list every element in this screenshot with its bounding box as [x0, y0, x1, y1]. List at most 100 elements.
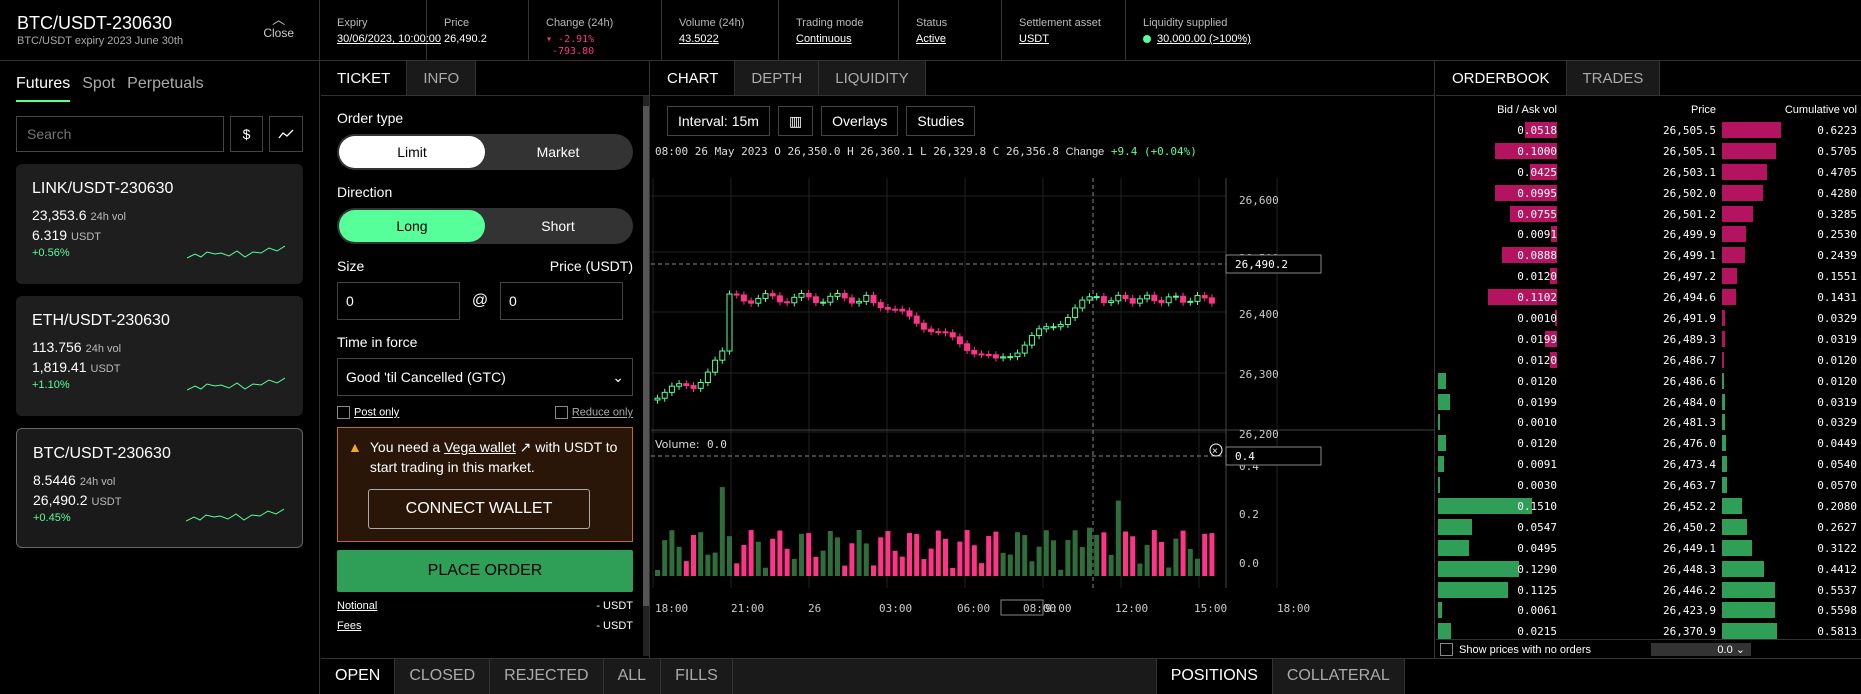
orderbook-row[interactable]: 0.0755 26,501.2 0.3285	[1436, 204, 1861, 225]
orderbook-row[interactable]: 0.0030 26,463.7 0.0570	[1436, 475, 1861, 496]
volume-bar	[1115, 500, 1121, 576]
tab-chart[interactable]: CHART	[651, 61, 736, 95]
tab-closed[interactable]: CLOSED	[395, 659, 491, 694]
vega-wallet-link[interactable]: Vega wallet	[444, 439, 516, 455]
orderbook-row[interactable]: 0.0518 26,505.5 0.6223	[1436, 120, 1861, 141]
orderbook-row[interactable]: 0.0061 26,423.9 0.5598	[1436, 600, 1861, 621]
price-input[interactable]: 0	[500, 282, 623, 320]
size-input[interactable]: 0	[337, 282, 460, 320]
market-card-change: +0.56%	[32, 247, 70, 259]
orderbook-row[interactable]: 0.0120 26,476.0 0.0449	[1436, 433, 1861, 454]
tab-orderbook[interactable]: ORDERBOOK	[1436, 61, 1567, 95]
cumulative-header: Cumulative vol	[1784, 104, 1857, 116]
studies-button[interactable]: Studies	[906, 106, 976, 136]
search-input[interactable]	[16, 116, 224, 152]
candle	[1129, 297, 1136, 304]
tab-collateral[interactable]: COLLATERAL	[1272, 659, 1405, 694]
order-cumulative: 0.0319	[1817, 332, 1857, 346]
orderbook-row[interactable]: 0.0010 26,491.9 0.0329	[1436, 308, 1861, 329]
resolution-select[interactable]: 0.0 ⌄	[1651, 643, 1751, 656]
orderbook-row[interactable]: 0.1125 26,446.2 0.5537	[1436, 580, 1861, 601]
tab-positions[interactable]: POSITIONS	[1156, 659, 1273, 694]
market-card[interactable]: BTC/USDT-230630 8.5446 24h vol 26,490.2 US…	[16, 428, 303, 548]
market-card[interactable]: ETH/USDT-230630 113.756 24h vol 1,819.41 U…	[16, 296, 303, 416]
tab-rejected[interactable]: REJECTED	[490, 659, 604, 694]
stat-trading-mode: Trading mode Continuous	[779, 0, 899, 60]
chart-type-icon[interactable]: ▥	[777, 106, 814, 136]
orderbook-row[interactable]: 0.1102 26,494.6 0.1431	[1436, 287, 1861, 308]
candle	[935, 331, 942, 334]
order-cumulative: 0.0319	[1817, 395, 1857, 409]
candle	[776, 295, 783, 303]
show-prices-checkbox[interactable]	[1440, 643, 1453, 656]
tab-open[interactable]: OPEN	[321, 659, 396, 694]
orderbook-row[interactable]: 0.0091 26,473.4 0.0540	[1436, 454, 1861, 475]
tab-liquidity[interactable]: LIQUIDITY	[819, 61, 926, 95]
market-selector[interactable]: BTC/USDT-230630 BTC/USDT expiry 2023 Jun…	[0, 0, 320, 60]
volume-bar	[755, 541, 761, 576]
volume-bar	[1036, 546, 1042, 576]
order-price: 26,486.7	[1663, 353, 1716, 367]
ticket-scrollbar[interactable]	[643, 96, 649, 656]
volume-tag: 0.4	[1235, 450, 1255, 463]
market-card[interactable]: LINK/USDT-230630 23,353.6 24h vol 6.319 US…	[16, 164, 303, 284]
orderbook-row[interactable]: 0.1000 26,505.1 0.5705	[1436, 141, 1861, 162]
orderbook-row[interactable]: 0.0199 26,484.0 0.0319	[1436, 392, 1861, 413]
volume-bar	[676, 546, 682, 576]
orderbook-row[interactable]: 0.0091 26,499.9 0.2530	[1436, 224, 1861, 245]
volume-bar	[799, 533, 804, 576]
order-volume: 0.0547	[1517, 520, 1557, 534]
tab-fills[interactable]: FILLS	[661, 659, 733, 694]
interval-button[interactable]: Interval: 15m	[667, 106, 770, 136]
candle	[719, 350, 726, 361]
orderbook-row[interactable]: 0.0120 26,486.6 0.0120	[1436, 371, 1861, 392]
overlays-button[interactable]: Overlays	[821, 106, 899, 136]
place-order-button[interactable]: PLACE ORDER	[337, 550, 633, 592]
order-volume: 0.0091	[1517, 458, 1557, 472]
reduce-only-checkbox[interactable]: Reduce only	[554, 406, 633, 419]
orderbook-row[interactable]: 0.0120 26,486.7 0.0120	[1436, 350, 1861, 371]
short-toggle[interactable]: Short	[541, 218, 575, 234]
tab-trades[interactable]: TRADES	[1566, 61, 1661, 95]
order-cumulative: 0.1551	[1817, 270, 1857, 284]
orderbook-row[interactable]: 0.0120 26,497.2 0.1551	[1436, 266, 1861, 287]
tab-ticket[interactable]: TICKET	[321, 61, 408, 95]
orderbook-row[interactable]: 0.1510 26,452.2 0.2080	[1436, 496, 1861, 517]
orderbook-row[interactable]: 0.0547 26,450.2 0.2627	[1436, 517, 1861, 538]
tab-info[interactable]: INFO	[407, 61, 477, 95]
tab-perpetuals[interactable]: Perpetuals	[127, 75, 204, 92]
volume-bar	[971, 545, 977, 576]
orderbook-row[interactable]: 0.0995 26,502.0 0.4280	[1436, 183, 1861, 204]
orderbook-row[interactable]: 0.0425 26,503.1 0.4705	[1436, 162, 1861, 183]
orderbook-row[interactable]: 0.0199 26,489.3 0.0319	[1436, 329, 1861, 350]
volume-bar	[770, 538, 776, 576]
close-button[interactable]: ︿ Close	[263, 12, 294, 40]
trend-icon[interactable]	[269, 116, 304, 152]
dollar-filter-button[interactable]: $	[229, 116, 264, 152]
tif-select[interactable]: Good 'til Cancelled (GTC) ⌄	[337, 358, 633, 396]
tab-futures[interactable]: Futures	[16, 75, 71, 102]
orderbook-row[interactable]: 0.0215 26,370.9 0.5813	[1436, 621, 1861, 642]
volume-bar	[921, 559, 927, 576]
tab-spot[interactable]: Spot	[82, 75, 116, 92]
tab-all[interactable]: ALL	[603, 659, 662, 694]
market-toggle[interactable]: Market	[536, 144, 580, 160]
stat-liquidity[interactable]: Liquidity supplied 30,000.00 (>100%)	[1143, 17, 1251, 45]
sparkline	[186, 508, 284, 522]
candle	[913, 315, 920, 324]
tab-depth[interactable]: DEPTH	[735, 61, 820, 95]
order-cumulative: 0.2080	[1817, 500, 1857, 514]
volume-bar	[1087, 527, 1092, 576]
orderbook-row[interactable]: 0.1290 26,448.3 0.4412	[1436, 559, 1861, 580]
candlestick-chart[interactable]: 26,60026,50026,40026,30026,2000.40.20.0V…	[651, 158, 1435, 620]
orderbook-row[interactable]: 0.0888 26,499.1 0.2439	[1436, 245, 1861, 266]
orderbook-row[interactable]: 0.0495 26,449.1 0.3122	[1436, 538, 1861, 559]
status-dot-icon	[1143, 35, 1151, 44]
limit-toggle[interactable]: Limit	[339, 136, 485, 168]
stat-settlement-asset[interactable]: Settlement asset USDT	[1002, 0, 1126, 60]
long-toggle[interactable]: Long	[339, 210, 485, 242]
connect-wallet-button[interactable]: CONNECT WALLET	[368, 489, 590, 529]
orderbook-row[interactable]: 0.0010 26,481.3 0.0329	[1436, 412, 1861, 433]
order-volume: 0.0030	[1517, 479, 1557, 493]
post-only-checkbox[interactable]: Post only	[337, 406, 399, 419]
